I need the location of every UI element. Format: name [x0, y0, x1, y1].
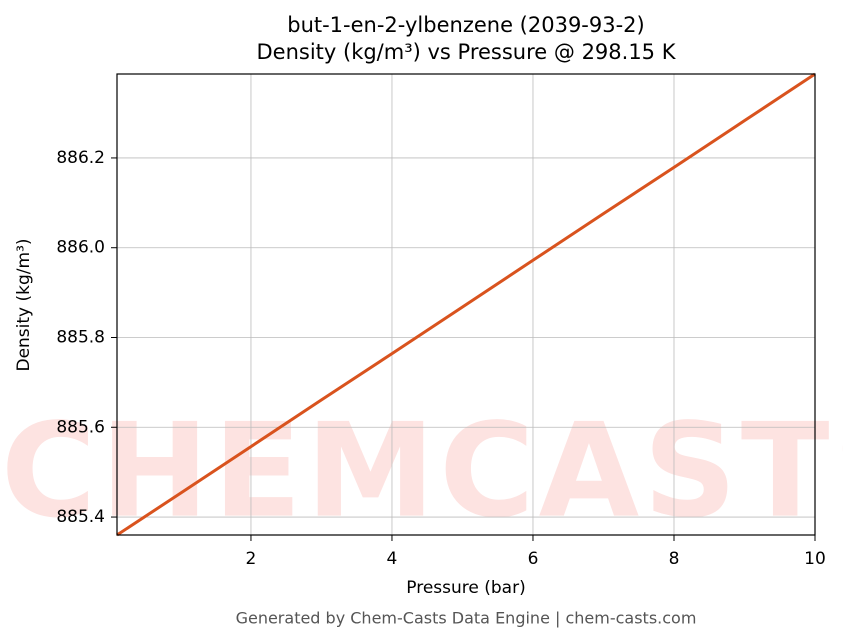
x-tick-label: 8 — [669, 549, 680, 569]
x-tick-label: 6 — [528, 549, 539, 569]
chart-subtitle: Density (kg/m³) vs Pressure @ 298.15 K — [256, 40, 676, 64]
y-tick-label: 886.2 — [56, 148, 105, 168]
footer: Generated by Chem-Casts Data Engine | ch… — [236, 609, 697, 628]
watermark: CHEMCASTS — [1, 395, 843, 547]
x-tick-label: 2 — [246, 549, 257, 569]
chart-title: but-1-en-2-ylbenzene (2039-93-2) — [287, 13, 645, 37]
y-tick-label: 885.8 — [56, 327, 105, 347]
plot-frame — [116, 73, 816, 536]
x-axis-label: Pressure (bar) — [406, 578, 525, 598]
x-tick-label: 10 — [804, 549, 826, 569]
y-tick-label: 885.6 — [56, 417, 105, 437]
y-tick-label: 886.0 — [56, 238, 105, 258]
x-tick-label: 4 — [387, 549, 398, 569]
y-tick-label: 885.4 — [56, 507, 105, 527]
data-line — [116, 72, 816, 537]
y-axis-label: Density (kg/m³) — [14, 238, 34, 371]
